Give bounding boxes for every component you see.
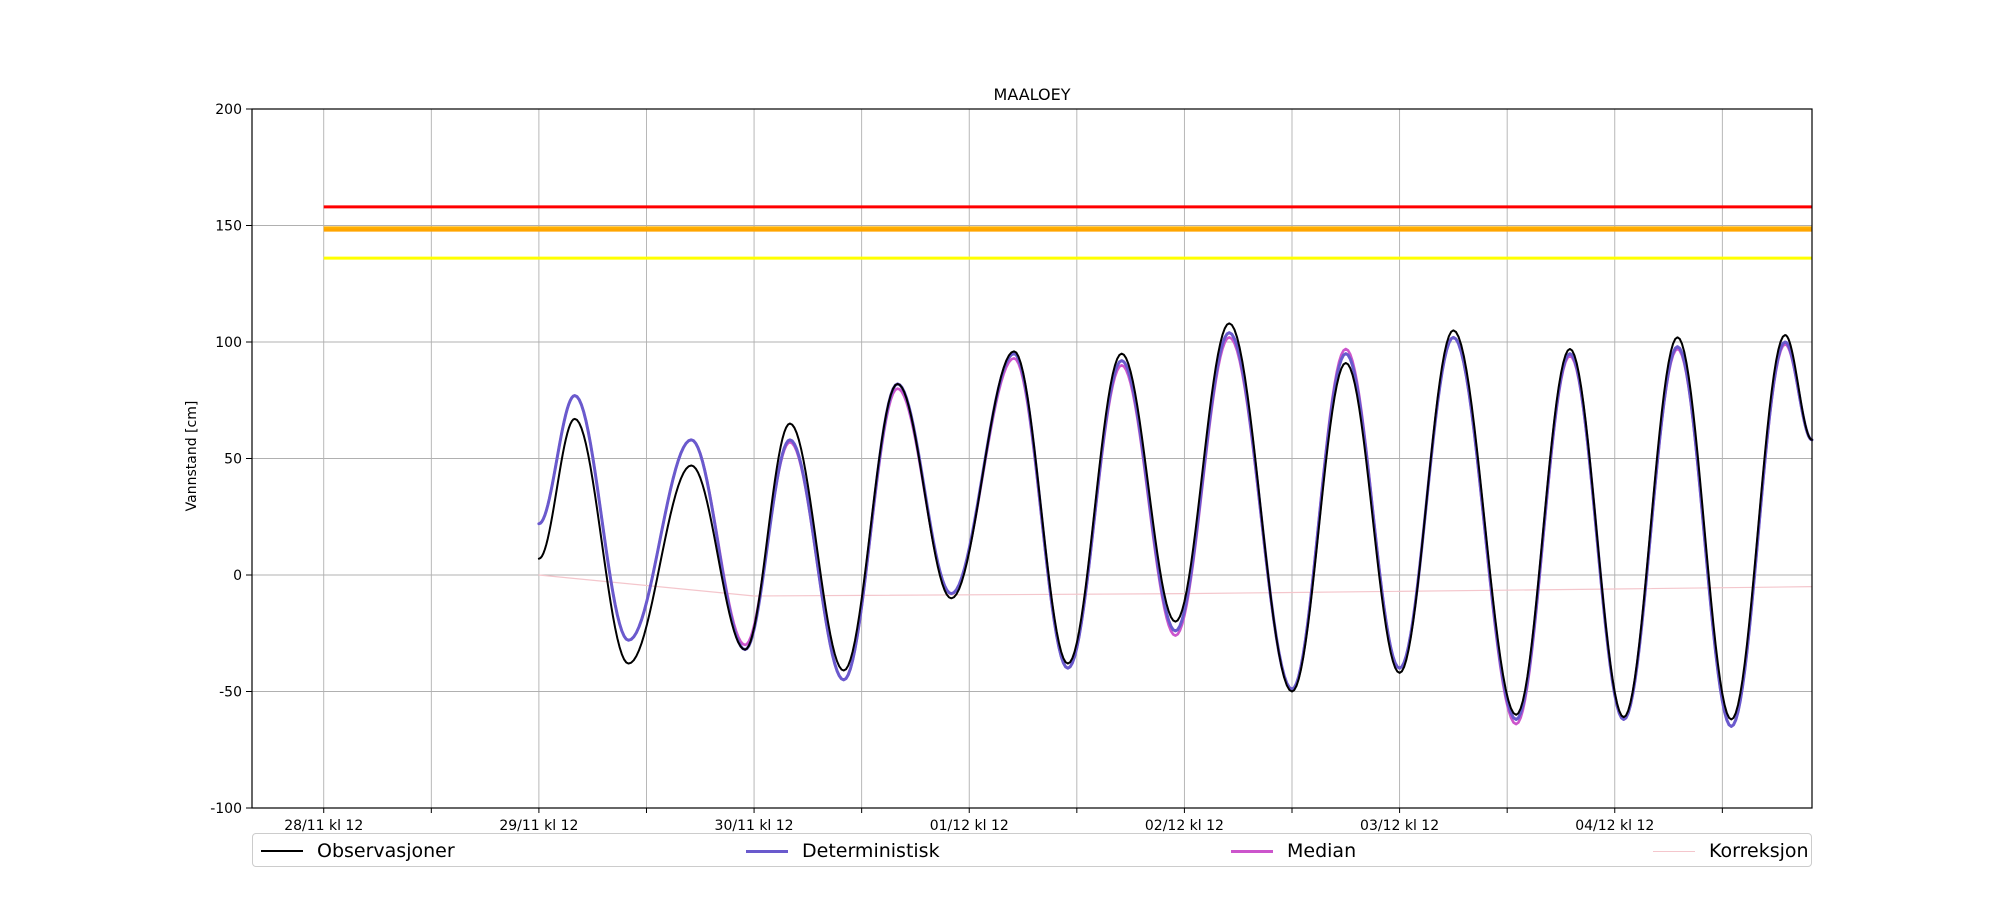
legend-label-deterministisk: Deterministisk <box>802 840 940 862</box>
y-axis: -100 -50 0 50 100 150 200 <box>210 102 252 817</box>
y-tick-label: 150 <box>215 219 242 235</box>
series-line-median <box>537 336 1814 728</box>
chart-title: MAALOEY <box>994 85 1071 104</box>
x-tick-label: 04/12 kl 12 <box>1575 818 1654 834</box>
y-tick-label: 0 <box>233 568 242 584</box>
y-tick-label: -100 <box>210 801 242 817</box>
series-lines <box>537 322 1814 728</box>
x-tick-label: 03/12 kl 12 <box>1360 818 1439 834</box>
y-tick-label: -50 <box>219 685 242 701</box>
legend-swatch-median <box>1231 849 1273 853</box>
series-line-deterministisk <box>537 331 1814 728</box>
legend-item-korreksjon: Korreksjon <box>1653 834 1809 868</box>
legend-item-observasjoner: Observasjoner <box>261 834 455 868</box>
legend-swatch-korreksjon <box>1653 850 1695 852</box>
threshold-lines <box>323 205 1812 260</box>
legend: Observasjoner Deterministisk Median Korr… <box>252 833 1812 867</box>
legend-item-median: Median <box>1231 834 1356 868</box>
x-tick-label: 29/11 kl 12 <box>499 818 578 834</box>
legend-item-deterministisk: Deterministisk <box>746 834 940 868</box>
grid <box>252 109 1812 808</box>
legend-swatch-observasjoner <box>261 850 303 852</box>
x-tick-label: 28/11 kl 12 <box>284 818 363 834</box>
legend-label-observasjoner: Observasjoner <box>317 840 455 862</box>
x-axis: 28/11 kl 12 29/11 kl 12 30/11 kl 12 01/12 k… <box>284 808 1723 834</box>
y-tick-label: 100 <box>215 335 242 351</box>
x-tick-label: 01/12 kl 12 <box>930 818 1009 834</box>
legend-label-korreksjon: Korreksjon <box>1709 840 1809 862</box>
y-tick-label: 50 <box>224 452 242 468</box>
x-tick-label: 02/12 kl 12 <box>1145 818 1224 834</box>
legend-label-median: Median <box>1287 840 1357 862</box>
x-tick-label: 30/11 kl 12 <box>715 818 794 834</box>
y-tick-label: 200 <box>215 102 242 118</box>
series-line-korreksjon <box>538 574 1813 597</box>
y-axis-label: Vannstand [cm] <box>184 401 200 512</box>
legend-swatch-deterministisk <box>746 849 788 853</box>
series-line-observasjoner <box>537 322 1813 721</box>
